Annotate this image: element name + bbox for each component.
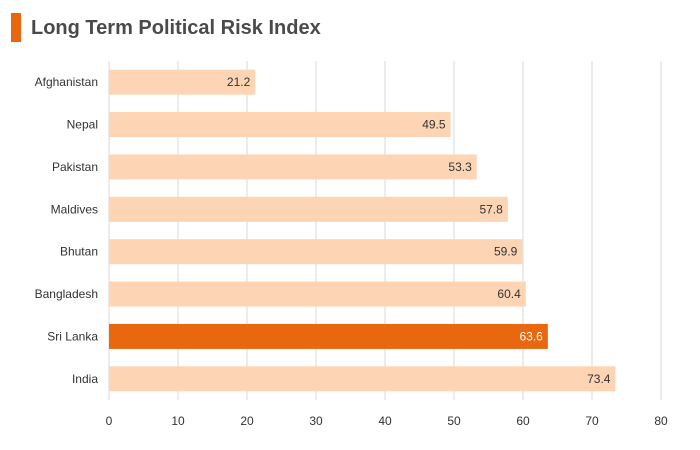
value-label: 53.3 bbox=[448, 160, 472, 174]
bar-nepal bbox=[109, 112, 451, 138]
x-tick-label: 70 bbox=[585, 414, 599, 428]
value-label: 60.4 bbox=[497, 287, 521, 301]
category-label: India bbox=[72, 372, 98, 386]
category-label: Sri Lanka bbox=[47, 329, 98, 343]
bar-bangladesh bbox=[109, 281, 526, 307]
x-tick-label: 80 bbox=[654, 414, 668, 428]
category-label: Afghanistan bbox=[35, 75, 98, 89]
category-label: Nepal bbox=[67, 118, 98, 132]
value-label: 63.6 bbox=[519, 329, 543, 343]
value-label: 21.2 bbox=[227, 75, 251, 89]
bar-india bbox=[109, 366, 616, 392]
bar-afghanistan bbox=[109, 69, 256, 95]
bar-pakistan bbox=[109, 154, 477, 180]
category-label: Bangladesh bbox=[35, 287, 98, 301]
x-tick-label: 10 bbox=[171, 414, 185, 428]
value-label: 57.8 bbox=[479, 202, 503, 216]
bar-maldives bbox=[109, 196, 508, 222]
x-tick-label: 60 bbox=[516, 414, 530, 428]
x-tick-label: 20 bbox=[240, 414, 254, 428]
x-tick-label: 30 bbox=[309, 414, 323, 428]
category-label: Maldives bbox=[51, 202, 98, 216]
x-tick-label: 40 bbox=[378, 414, 392, 428]
labels: 0 10 20 30 40 50 60 70 80 Afghanistan 21.2 Nepal 49.… bbox=[35, 75, 668, 428]
bars bbox=[109, 69, 616, 392]
grid-lines bbox=[108, 61, 662, 400]
category-label: Bhutan bbox=[60, 245, 98, 259]
value-label: 59.9 bbox=[494, 245, 518, 259]
category-label: Pakistan bbox=[52, 160, 98, 174]
value-label: 49.5 bbox=[422, 118, 446, 132]
chart-title: Long Term Political Risk Index bbox=[31, 17, 321, 39]
bar-bhutan bbox=[109, 239, 523, 265]
value-label: 73.4 bbox=[587, 372, 611, 386]
bar-sri-lanka bbox=[109, 323, 548, 349]
title-accent-bar bbox=[11, 13, 21, 42]
x-tick-label: 0 bbox=[106, 414, 113, 428]
x-tick-label: 50 bbox=[447, 414, 461, 428]
